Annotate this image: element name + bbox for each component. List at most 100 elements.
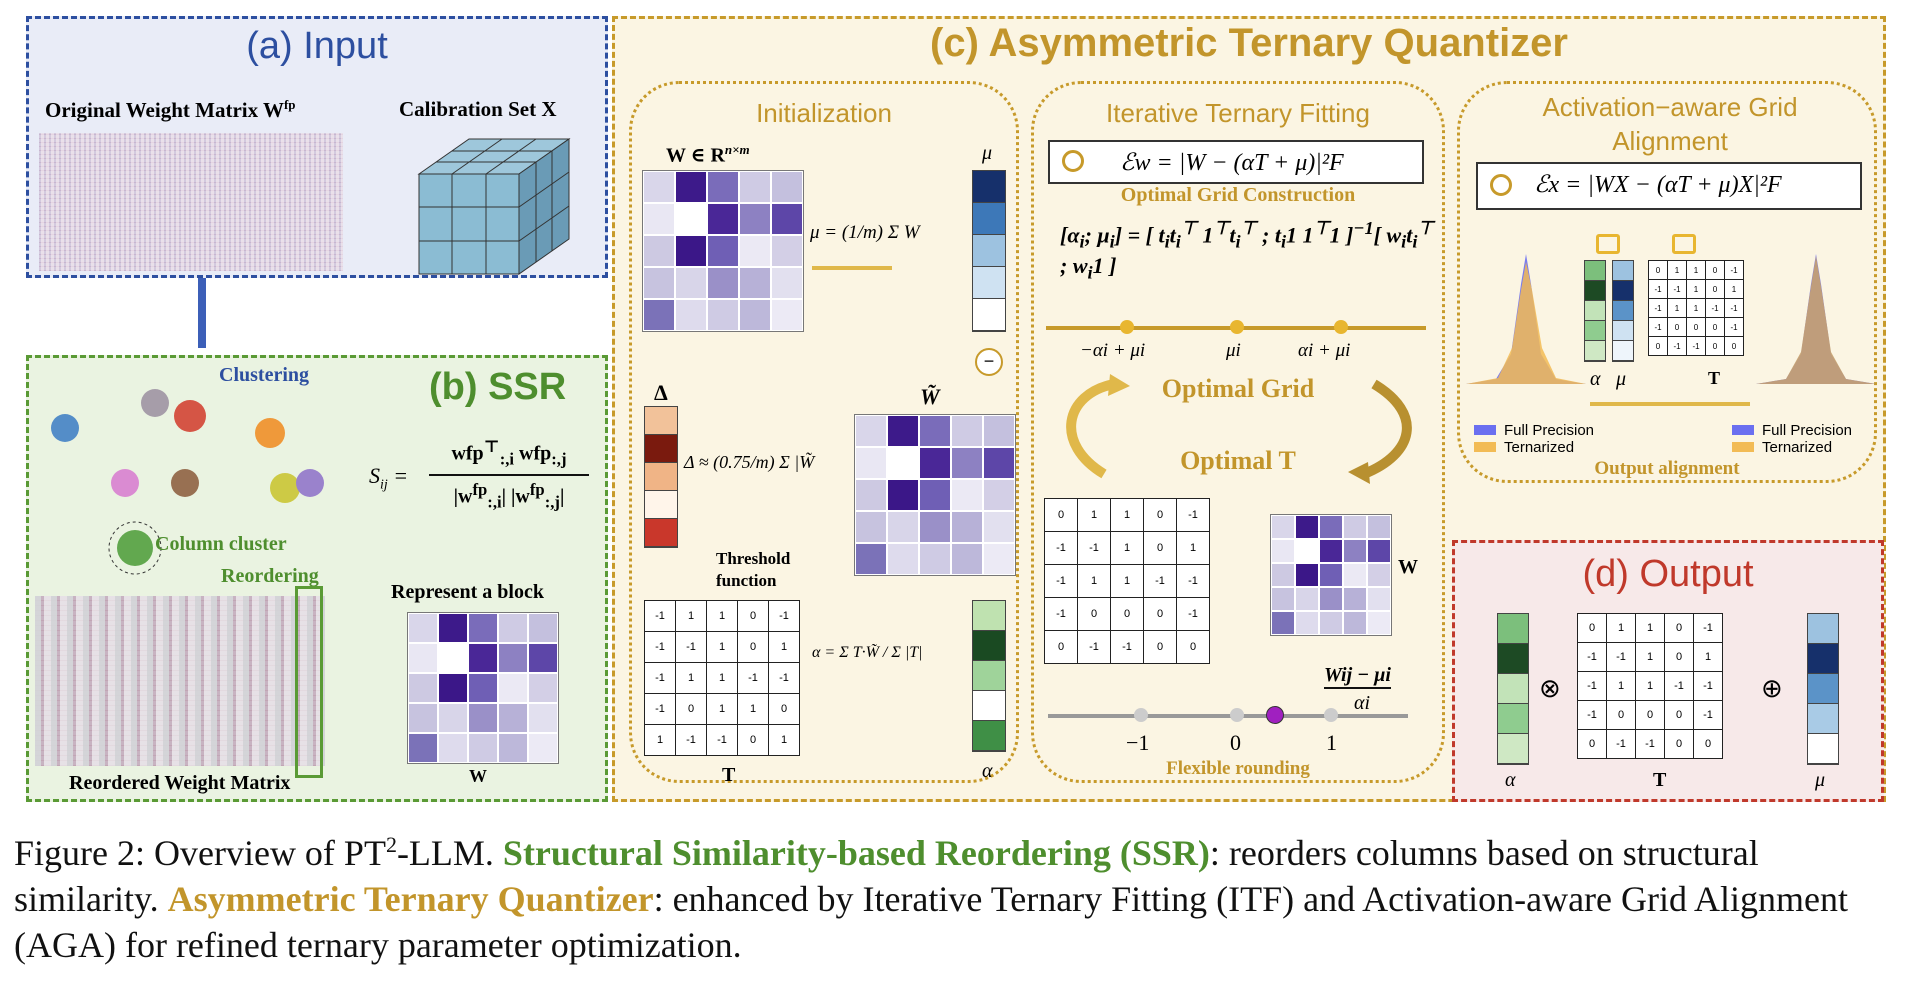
matrix-cell: -1 [706, 724, 738, 756]
delta-vector [644, 406, 678, 548]
ssr-title: (b) SSR [429, 366, 567, 408]
vector-cell [973, 267, 1005, 299]
matrix-cell: 0 [1577, 613, 1607, 643]
matrix-cell: 1 [1606, 671, 1636, 701]
heatmap-cell [855, 511, 887, 543]
matrix-cell: -1 [1606, 642, 1636, 672]
init-t-matrix: -1 1 1 0 -1 -1 -1 1 0 1 -1 1 1 -1 -1 -1 0 1 1 0 1 -1 -1 0 1 [644, 600, 800, 756]
matrix-cell: -1 [1077, 630, 1111, 664]
heatmap-cell [1367, 539, 1391, 563]
matrix-cell: 1 [706, 693, 738, 725]
aga-t-label: T [1708, 368, 1721, 388]
heatmap-cell [855, 415, 887, 447]
delta-label: Δ [654, 380, 668, 405]
matrix-cell: 0 [1705, 279, 1725, 299]
cluster-scatter [51, 389, 324, 575]
figure-caption: Figure 2: Overview of PT2-LLM. Structura… [14, 822, 1898, 968]
heatmap-cell [643, 171, 675, 203]
aga-target-icon [1490, 174, 1512, 196]
threshold-label: Threshold function [716, 549, 791, 590]
heatmap-cell [408, 703, 438, 733]
vector-cell [973, 721, 1005, 751]
matrix-cell: 1 [1110, 498, 1144, 532]
heatmap-cell [739, 203, 771, 235]
original-weight-matrix [39, 133, 343, 271]
matrix-cell: -1 [1648, 317, 1668, 337]
heatmap-cell [887, 415, 919, 447]
heatmap-cell [1343, 587, 1367, 611]
column-cluster-label: Column cluster [155, 533, 287, 555]
frac-denominator: αi [1354, 692, 1371, 714]
minus-circle-icon: − [975, 348, 1003, 376]
heatmap-cell [887, 479, 919, 511]
matrix-cell: 0 [1606, 700, 1636, 730]
aga-mu-vector [1612, 260, 1634, 362]
legend-tern-left: Ternarized [1504, 439, 1575, 456]
cycle-arrows [1066, 374, 1412, 484]
heatmap-cell [528, 703, 558, 733]
matrix-cell: 0 [1143, 498, 1177, 532]
matrix-cell: 0 [1648, 260, 1668, 280]
matrix-cell: -1 [1724, 298, 1744, 318]
heatmap-cell [468, 673, 498, 703]
histogram-left [1466, 254, 1586, 384]
output-panel: (d) Output α ⊗ 0 1 1 0 -1 -1 -1 1 0 1 -1 1 1 -1 -1 -1 0 0… [1452, 540, 1884, 802]
matrix-cell: 1 [1686, 279, 1706, 299]
heatmap-cell [438, 613, 468, 643]
heatmap-cell [951, 447, 983, 479]
heatmap-cell [855, 479, 887, 511]
heatmap-cell [887, 511, 919, 543]
heatmap-cell [408, 643, 438, 673]
vector-cell [973, 299, 1005, 331]
heatmap-cell [438, 703, 468, 733]
matrix-cell: -1 [737, 662, 769, 694]
vector-cell [1585, 321, 1605, 341]
itf-subpanel: Iterative Ternary Fitting ℰw = |W − (αT … [1031, 81, 1445, 783]
lock-icon-2 [1672, 234, 1696, 254]
heatmap-cell [1271, 563, 1295, 587]
reordering-label: Reordering [221, 565, 319, 587]
heatmap-cell [1367, 587, 1391, 611]
matrix-cell: -1 [1143, 564, 1177, 598]
itf-t-matrix: 0 1 1 0 -1 -1 -1 1 0 1 -1 1 1 -1 -1 -1 0 0 0 -1 0 -1 -1 0 0 [1044, 498, 1210, 664]
caption-mid2: : enhanced by Iterative Ternary Fitting … [14, 879, 1849, 965]
heatmap-cell [438, 673, 468, 703]
grid-label-3: αi + μi [1298, 340, 1351, 361]
vector-cell [973, 235, 1005, 267]
matrix-cell: 0 [1110, 597, 1144, 631]
matrix-cell: -1 [1577, 700, 1607, 730]
heatmap-cell [771, 171, 803, 203]
itf-title: Iterative Ternary Fitting [1106, 98, 1370, 128]
matrix-cell: 1 [1077, 564, 1111, 598]
aga-title: Activation−aware Grid Alignment [1542, 92, 1798, 156]
heatmap-cell [1343, 539, 1367, 563]
output-alpha-vector [1497, 613, 1529, 765]
matrix-cell: -1 [1648, 298, 1668, 318]
vector-cell [645, 519, 677, 547]
opt-grid-construction-label: Optimal Grid Construction [1120, 184, 1356, 206]
flexible-rounding-label: Flexible rounding [1166, 758, 1310, 779]
rounding-tick-0 [1230, 708, 1244, 722]
heatmap-cell [408, 733, 438, 763]
matrix-cell: 0 [1044, 498, 1078, 532]
heatmap-cell [707, 171, 739, 203]
matrix-cell: 0 [1686, 317, 1706, 337]
matrix-cell: 1 [1176, 531, 1210, 565]
heatmap-cell [468, 703, 498, 733]
heatmap-cell [919, 415, 951, 447]
init-title: Initialization [756, 98, 892, 128]
heatmap-cell [983, 511, 1015, 543]
optimal-grid-label: Optimal Grid [1161, 374, 1315, 403]
input-to-ssr-arrow [198, 278, 206, 348]
matrix-cell: 1 [1635, 613, 1665, 643]
matrix-cell: 0 [1664, 642, 1694, 672]
otimes-icon: ⊗ [1539, 673, 1561, 703]
heatmap-cell [675, 171, 707, 203]
heatmap-cell [675, 267, 707, 299]
matrix-cell: -1 [1110, 630, 1144, 664]
matrix-cell: 0 [1044, 630, 1078, 664]
vector-cell [1613, 341, 1633, 361]
matrix-cell: 0 [1705, 317, 1725, 337]
itf-w-label: W [1398, 556, 1418, 578]
reordered-label: Reordered Weight Matrix [69, 772, 291, 794]
